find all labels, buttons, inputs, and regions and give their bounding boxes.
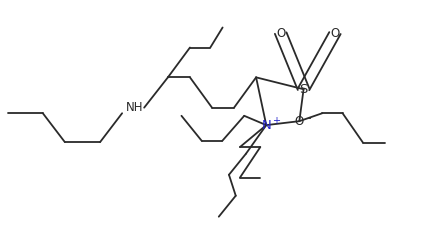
Text: O: O [330,27,340,40]
Text: O: O [295,115,304,128]
Text: NH: NH [126,101,144,114]
Text: +: + [272,116,279,126]
Text: O: O [276,27,285,40]
Text: S: S [299,83,308,96]
Text: N: N [262,119,271,132]
Text: -: - [308,113,311,123]
